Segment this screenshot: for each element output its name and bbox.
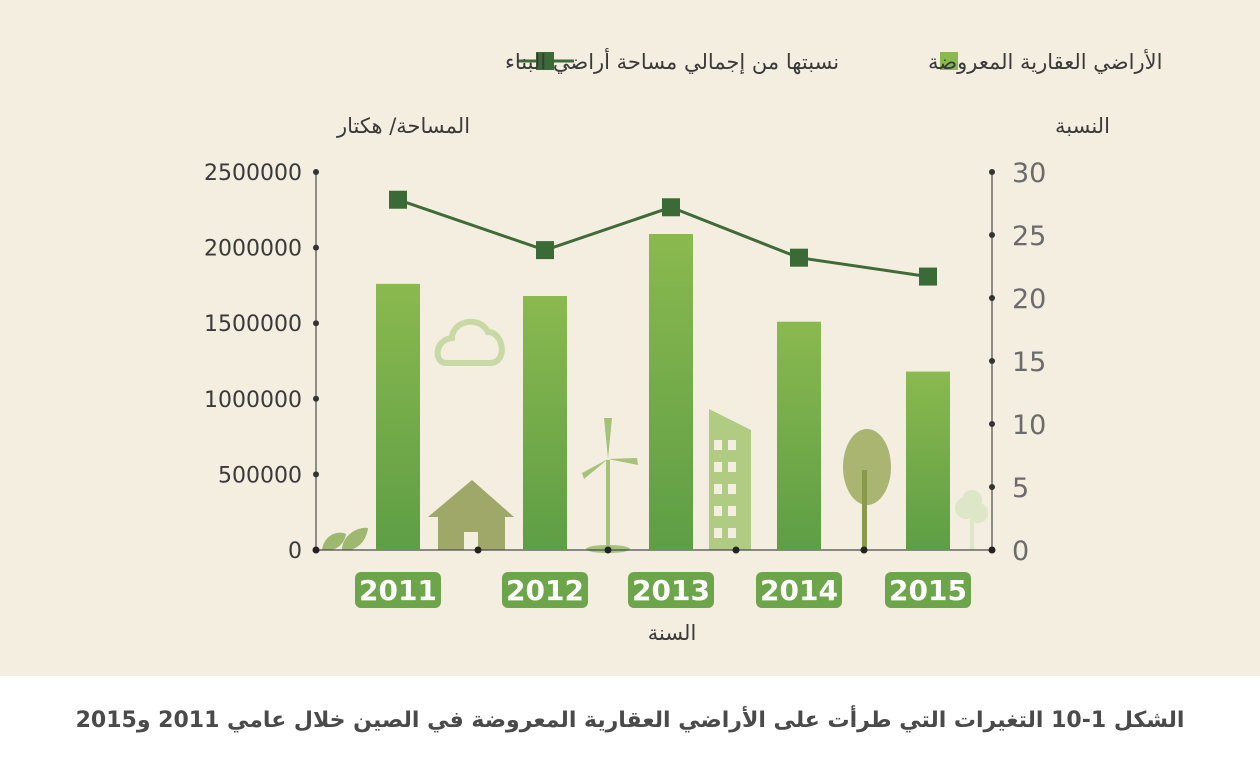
- left-tick-label: 0: [288, 539, 302, 564]
- ratio-point-2013: [662, 198, 680, 217]
- right-tick-dot: [989, 295, 995, 301]
- x-axis-dot: [474, 546, 482, 554]
- left-tick-dot: [313, 169, 319, 175]
- cloud-icon: [434, 318, 505, 366]
- year-label-2012: 2012: [506, 574, 584, 607]
- year-label-2014: 2014: [760, 574, 838, 607]
- legend-line-swatch: [518, 52, 574, 70]
- x-axis-dot: [860, 546, 868, 554]
- left-tick-dot: [313, 244, 319, 251]
- tree-icon: [843, 429, 891, 550]
- right-tick-dot: [989, 358, 995, 364]
- year-label-bg: [628, 572, 714, 608]
- left-tick-label: 2500000: [204, 161, 302, 186]
- ratio-point-2011: [389, 190, 407, 209]
- bar-2014: [777, 321, 821, 550]
- left-tick-label: 1500000: [204, 312, 302, 337]
- x-axis-dot: [732, 546, 740, 554]
- small-tree-icon: [955, 490, 988, 550]
- year-label-2011: 2011: [359, 574, 437, 607]
- figure-caption: الشكل 1-10 التغيرات التي طرأت على الأراض…: [75, 707, 1185, 733]
- right-tick-dot: [989, 484, 995, 490]
- ratio-point-2014: [790, 248, 808, 267]
- wind-turbine-icon: [582, 418, 638, 553]
- right-axis-title: النسبة: [1055, 114, 1110, 138]
- right-tick-dot: [989, 421, 995, 427]
- legend-bar-swatch: [940, 52, 958, 70]
- left-ticks: 2500000 2000000 1500000 1000000 500000 0: [204, 161, 319, 564]
- legend-bar-label: الأراضي العقارية المعروضة: [928, 49, 1162, 74]
- bar-2012: [523, 295, 567, 550]
- x-axis-dot: [604, 546, 612, 554]
- building-icon: [709, 409, 751, 550]
- left-tick-label: 1000000: [204, 388, 302, 413]
- year-label-bg: [885, 572, 971, 608]
- year-label-bg: [502, 572, 588, 608]
- year-label-2015: 2015: [889, 574, 967, 607]
- house-icon: [428, 480, 514, 550]
- right-ticks: 30 25 20 15 10 5 0: [989, 158, 1046, 567]
- left-tick-label: 2000000: [204, 237, 302, 262]
- ratio-line: [389, 190, 937, 286]
- bar-2015: [906, 371, 950, 550]
- ratio-point-2012: [536, 241, 554, 260]
- year-labels: 2011 2012 2013 2014 2015: [312, 546, 996, 608]
- x-axis-title: السنة: [648, 621, 697, 645]
- right-tick-label: 10: [1012, 410, 1046, 441]
- year-label-bg: [355, 572, 441, 608]
- left-tick-dot: [313, 471, 319, 478]
- right-tick-label: 20: [1012, 284, 1046, 315]
- chart: الأراضي العقارية المعروضة نسبتها من إجما…: [204, 48, 1162, 645]
- leaf-icon: [322, 527, 368, 551]
- legend: الأراضي العقارية المعروضة نسبتها من إجما…: [505, 48, 1162, 75]
- bar-2013: [649, 233, 693, 550]
- right-tick-dot: [989, 232, 995, 238]
- x-axis-dot: [988, 546, 996, 554]
- right-tick-label: 15: [1012, 347, 1046, 378]
- year-label-bg: [756, 572, 842, 608]
- left-tick-label: 500000: [218, 463, 302, 488]
- bar-2011: [376, 283, 420, 550]
- x-axis-dot: [312, 546, 320, 554]
- legend-line-label: نسبتها من إجمالي مساحة أراضي البناء: [505, 48, 839, 75]
- right-tick-label: 5: [1012, 473, 1029, 504]
- year-label-2013: 2013: [632, 574, 710, 607]
- right-tick-dot: [989, 169, 995, 175]
- ratio-point-2015: [919, 267, 937, 286]
- left-tick-dot: [313, 395, 319, 402]
- bars: [376, 233, 950, 550]
- left-axis-title: المساحة/ هكتار: [336, 114, 470, 138]
- right-tick-label: 25: [1012, 221, 1046, 252]
- chart-panel: [0, 0, 1260, 676]
- right-tick-label: 30: [1012, 158, 1046, 189]
- right-tick-label: 0: [1012, 536, 1029, 567]
- left-tick-dot: [313, 320, 319, 327]
